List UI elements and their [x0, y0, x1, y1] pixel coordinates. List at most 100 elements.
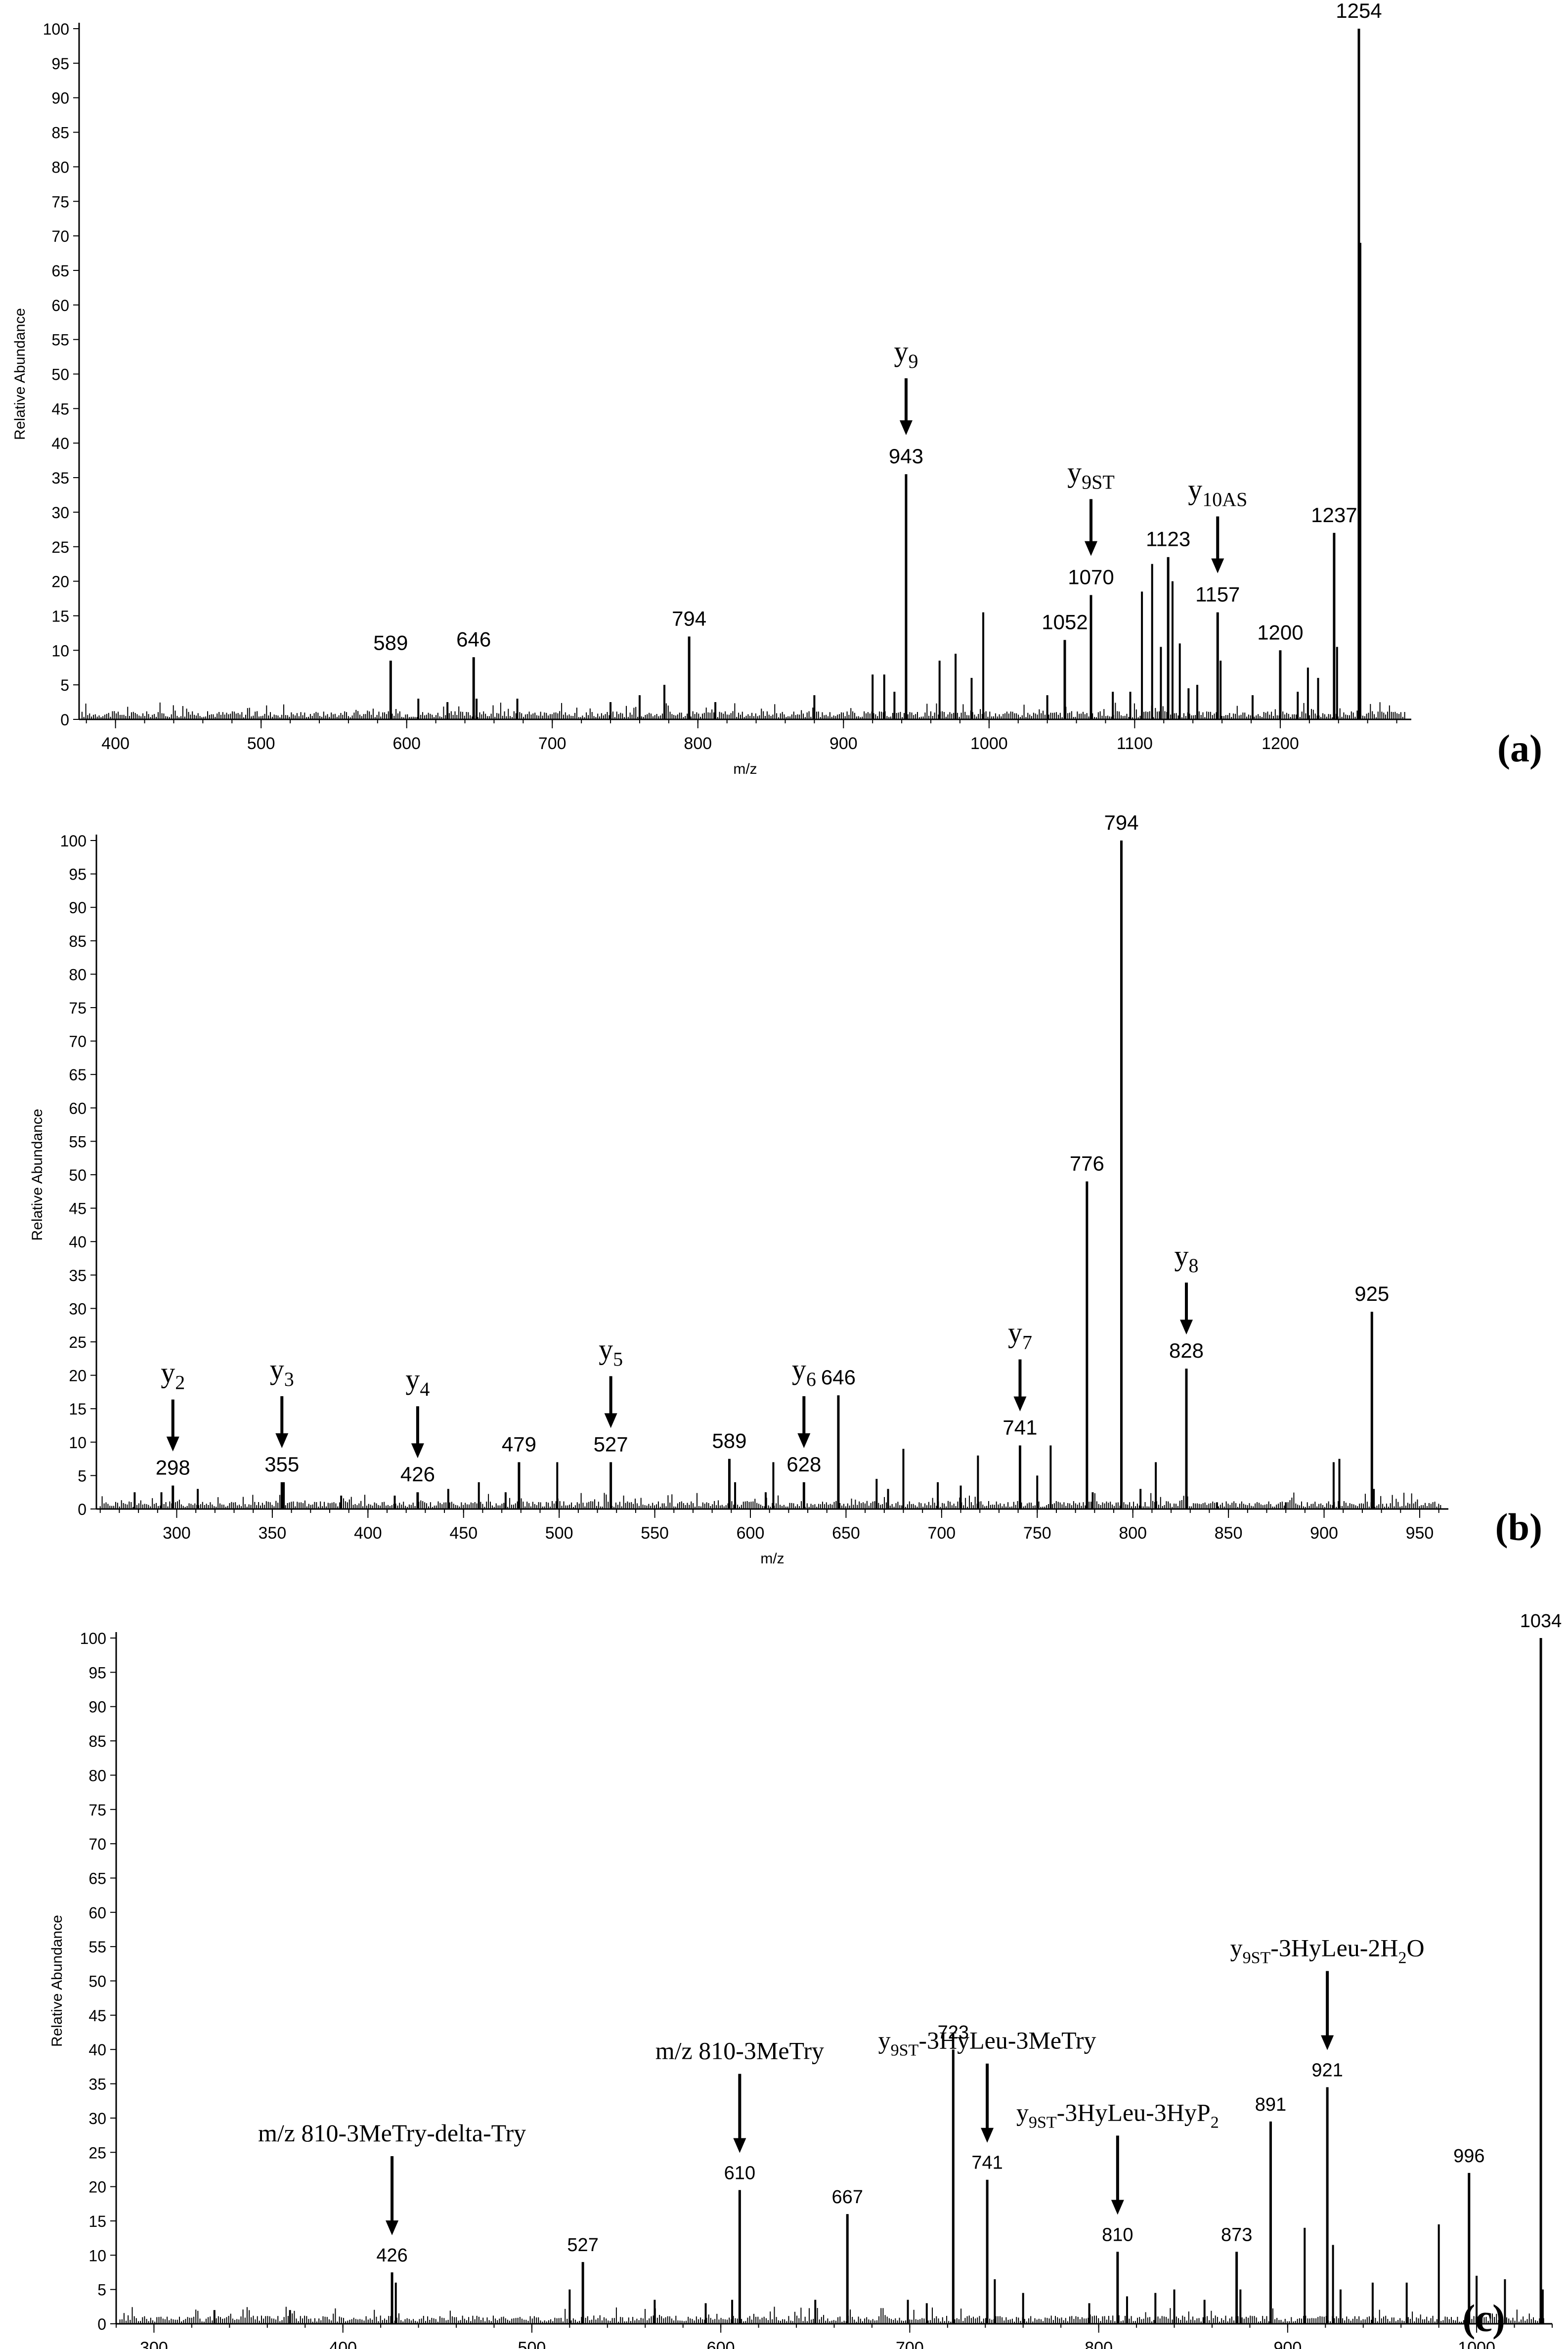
peak-label-1052: 1052 — [1042, 610, 1088, 633]
noise-baseline — [119, 2306, 1544, 2324]
peak-label-589: 589 — [373, 631, 408, 654]
y-tick-label: 35 — [88, 2076, 106, 2093]
y-tick-label: 15 — [51, 607, 69, 625]
x-tick-label: 800 — [684, 734, 712, 753]
y-tick-label: 95 — [51, 55, 69, 73]
x-tick-label: 850 — [1215, 1524, 1243, 1543]
ion-annotation-3: y4 — [405, 1363, 430, 1400]
y-tick-label: 45 — [88, 2007, 106, 2025]
peak-label-925: 925 — [1354, 1282, 1389, 1305]
x-tick-label: 300 — [163, 1524, 191, 1543]
annotation-arrow — [604, 1376, 617, 1428]
x-tick-label: 450 — [449, 1524, 478, 1543]
y-tick-label: 5 — [60, 676, 69, 694]
ion-annotation-5: y9ST-3HyLeu-2H2O — [1230, 1934, 1425, 1967]
x-tick-label: 300 — [140, 2339, 168, 2349]
peak-label-589: 589 — [712, 1429, 746, 1453]
y-tick-label: 0 — [97, 2315, 106, 2333]
y-tick-label: 85 — [88, 1732, 106, 1750]
y-tick-label: 25 — [51, 538, 69, 556]
x-tick-label: 400 — [329, 2339, 357, 2349]
y-axis-label: Relative Abundance — [29, 1109, 45, 1241]
y-tick-label: 80 — [88, 1767, 106, 1784]
y-tick-label: 95 — [88, 1664, 106, 1682]
annotation-arrow — [1321, 1971, 1334, 2050]
peak-label-723: 723 — [938, 2022, 969, 2043]
ion-annotation-6: y7 — [1008, 1317, 1032, 1354]
ion-annotation-7: y8 — [1175, 1240, 1199, 1277]
x-tick-label: 500 — [247, 734, 275, 753]
x-tick-label: 600 — [737, 1524, 765, 1543]
y-tick-label: 50 — [88, 1973, 106, 1991]
ion-annotation-4: y9ST-3HyLeu-3HyP2 — [1016, 2098, 1219, 2131]
y-tick-label: 10 — [69, 1434, 87, 1452]
y-tick-label: 45 — [51, 400, 69, 418]
y-tick-label: 70 — [51, 227, 69, 245]
y-tick-label: 20 — [51, 573, 69, 591]
peak-label-794: 794 — [672, 607, 706, 630]
y-tick-label: 30 — [51, 504, 69, 522]
y-tick-label: 60 — [88, 1904, 106, 1922]
y-tick-label: 65 — [88, 1869, 106, 1887]
y-axis-label: Relative Abundance — [12, 308, 28, 440]
y-tick-label: 100 — [43, 20, 69, 38]
peak-label-891: 891 — [1255, 2094, 1286, 2115]
x-tick-label: 900 — [1274, 2339, 1302, 2349]
y-tick-label: 75 — [69, 999, 87, 1017]
x-tick-label: 400 — [101, 734, 130, 753]
x-axis-label: m/z — [760, 1551, 784, 1567]
spectrum-panel-1: 0 5 10 15 20 25 30 35 40 45 50 55 60 65 70 75 80 85 90 95 10… — [12, 0, 1542, 777]
y-tick-label: 65 — [51, 262, 69, 280]
x-tick-label: 350 — [259, 1524, 287, 1543]
y-tick-label: 50 — [51, 366, 69, 384]
ion-annotation-3: y10AS — [1188, 473, 1247, 510]
annotation-arrow — [1111, 2135, 1124, 2215]
y-axis-label: Relative Abundance — [49, 1915, 65, 2047]
peak-label-943: 943 — [889, 444, 923, 468]
annotation-arrow — [1013, 1359, 1027, 1412]
annotation-arrow — [275, 1396, 289, 1448]
annotation-arrow — [981, 2063, 994, 2143]
x-tick-label: 750 — [1023, 1524, 1051, 1543]
y-tick-label: 20 — [88, 2178, 106, 2196]
peak-label-610: 610 — [724, 2163, 755, 2184]
y-tick-label: 15 — [88, 2213, 106, 2230]
y-tick-label: 5 — [97, 2281, 106, 2299]
y-tick-label: 25 — [69, 1333, 87, 1351]
y-tick-label: 90 — [51, 89, 69, 107]
x-tick-label: 500 — [518, 2339, 546, 2349]
x-tick-label: 1000 — [970, 734, 1008, 753]
panel-label: (c) — [1462, 2297, 1505, 2340]
x-tick-label: 700 — [927, 1524, 956, 1543]
y-tick-label: 100 — [80, 1630, 106, 1647]
peak-label-667: 667 — [832, 2187, 863, 2208]
annotation-arrow — [166, 1399, 179, 1452]
x-tick-label: 1000 — [1458, 2339, 1495, 2349]
x-tick-label: 700 — [538, 734, 566, 753]
ion-annotation-1: y2 — [161, 1357, 185, 1394]
y-tick-label: 10 — [51, 642, 69, 660]
x-tick-label: 950 — [1406, 1524, 1434, 1543]
y-tick-label: 30 — [69, 1300, 87, 1318]
peak-label-810: 810 — [1102, 2224, 1133, 2245]
annotation-arrow — [1085, 499, 1098, 556]
x-tick-label: 800 — [1085, 2339, 1113, 2349]
x-tick-label: 1100 — [1117, 734, 1153, 753]
y-tick-label: 0 — [60, 711, 69, 729]
y-tick-label: 60 — [69, 1100, 87, 1117]
noise-baseline — [81, 702, 1405, 719]
x-tick-label: 650 — [832, 1524, 860, 1543]
ion-annotation-4: y5 — [599, 1333, 623, 1370]
y-tick-label: 40 — [88, 2041, 106, 2059]
peak-label-873: 873 — [1221, 2224, 1252, 2245]
y-tick-label: 30 — [88, 2110, 106, 2127]
peak-label-996: 996 — [1453, 2146, 1484, 2167]
ion-annotation-3: y9ST-3HyLeu-3MeTry — [878, 2027, 1096, 2060]
x-tick-label: 500 — [545, 1524, 573, 1543]
y-tick-label: 45 — [69, 1200, 87, 1218]
y-tick-label: 90 — [69, 899, 87, 917]
x-tick-label: 400 — [354, 1524, 382, 1543]
x-tick-label: 700 — [896, 2339, 924, 2349]
peak-label-1123: 1123 — [1146, 528, 1190, 551]
peak-label-828: 828 — [1169, 1339, 1204, 1362]
